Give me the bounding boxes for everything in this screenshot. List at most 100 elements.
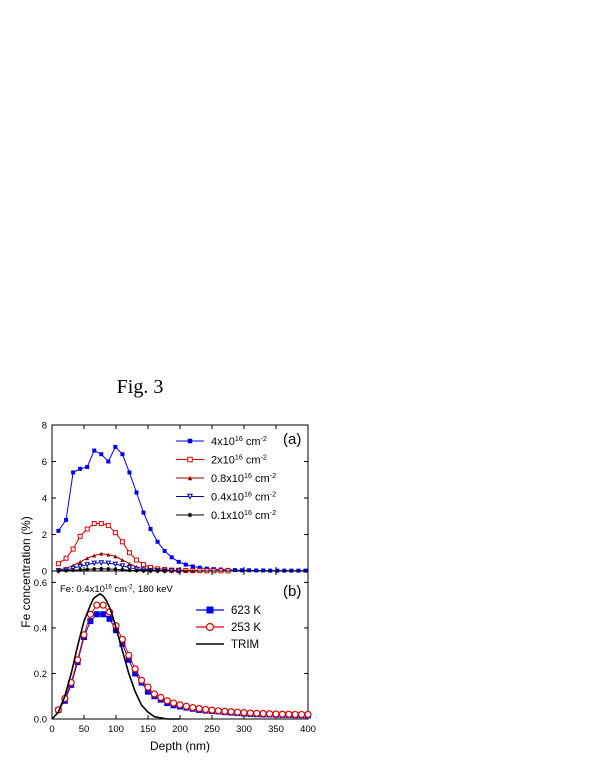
point-marker	[63, 555, 69, 561]
series-line	[51, 592, 180, 720]
point-marker	[195, 704, 203, 713]
point-marker	[227, 708, 235, 716]
y-tick-label: 0.0	[34, 715, 47, 726]
point-marker	[148, 527, 153, 532]
point-marker	[190, 564, 195, 569]
series	[56, 444, 308, 573]
point-marker	[98, 521, 104, 527]
point-marker	[120, 452, 125, 457]
point-marker	[127, 568, 132, 573]
point-marker	[92, 566, 97, 571]
x-tick-label: 200	[172, 724, 188, 735]
point-marker	[189, 704, 197, 712]
point-marker	[141, 562, 147, 568]
superscript: 16	[235, 453, 243, 461]
point-marker	[56, 528, 61, 533]
point-marker	[246, 709, 254, 717]
panel-label: (a)	[283, 431, 301, 448]
point-marker	[132, 670, 139, 677]
point-marker	[259, 709, 267, 718]
point-marker	[126, 550, 132, 556]
point-marker	[157, 693, 165, 701]
point-marker	[91, 560, 98, 567]
superscript: -2	[270, 509, 276, 517]
y-axis-label: Fe concentration (%)	[19, 516, 33, 627]
point-marker	[205, 622, 215, 632]
point-marker	[105, 522, 111, 528]
series	[55, 611, 311, 719]
y-tick-label: 8	[42, 421, 47, 432]
point-marker	[55, 561, 61, 567]
point-marker	[77, 563, 83, 570]
text-part: 0.4x10	[211, 492, 244, 504]
text-part: 0.1x10	[211, 510, 244, 522]
point-marker	[105, 560, 112, 567]
point-marker	[278, 710, 286, 718]
series	[55, 521, 231, 574]
point-marker	[119, 539, 125, 545]
point-marker	[87, 618, 94, 625]
point-marker	[120, 558, 125, 563]
point-marker	[187, 475, 193, 481]
y-tick-label: 4	[42, 494, 47, 505]
point-marker	[240, 568, 245, 573]
legend-label: 623 K	[231, 605, 261, 617]
point-marker	[169, 555, 174, 560]
legend-label: 2x1016 cm-2	[211, 453, 267, 466]
superscript: -2	[127, 583, 133, 590]
point-marker	[285, 710, 293, 718]
point-marker	[99, 551, 104, 556]
point-marker	[98, 560, 105, 566]
x-axis-label: Depth (nm)	[150, 739, 210, 753]
point-marker	[183, 562, 188, 567]
panel-b: 0.00.20.40.60 50 100 150 200 250 300 350 400(b)F…	[34, 570, 316, 735]
point-marker	[99, 452, 104, 457]
text-part: , 180 keV	[133, 584, 174, 595]
text-part: cm	[243, 455, 261, 467]
point-marker	[78, 466, 83, 471]
point-marker	[71, 568, 76, 573]
point-marker	[78, 559, 83, 564]
point-marker	[70, 565, 76, 572]
superscript: -2	[270, 472, 276, 480]
x-tick-label: 300	[236, 724, 252, 735]
legend-label: 0.1x1016 cm-2	[211, 509, 276, 522]
point-marker	[106, 566, 111, 571]
point-marker	[85, 567, 90, 572]
text-part: 0.8x10	[211, 473, 244, 485]
point-marker	[120, 567, 125, 572]
point-marker	[197, 565, 202, 570]
point-marker	[78, 567, 83, 572]
text-part: 2x10	[211, 455, 235, 467]
point-marker	[186, 493, 194, 500]
point-marker	[92, 553, 97, 558]
point-marker	[291, 710, 299, 719]
series-line	[57, 604, 308, 715]
point-marker	[187, 438, 193, 444]
point-marker	[70, 546, 76, 552]
point-marker	[131, 665, 139, 673]
point-marker	[113, 567, 118, 572]
superscript: -2	[261, 435, 267, 443]
point-marker	[84, 526, 90, 532]
point-marker	[93, 601, 101, 609]
superscript: 16	[244, 490, 252, 498]
panel-label: (b)	[283, 583, 301, 600]
superscript: -2	[270, 490, 276, 498]
point-marker	[187, 456, 193, 463]
annotation-text: Fe: 0.4x1016 cm-2, 180 keV	[60, 583, 173, 595]
point-marker	[240, 709, 248, 717]
point-marker	[304, 710, 312, 719]
text-part: cm	[252, 473, 270, 485]
point-marker	[85, 464, 90, 469]
series-line	[57, 613, 309, 716]
text-part: cm	[112, 584, 127, 595]
point-marker	[208, 706, 216, 714]
point-marker	[170, 699, 178, 707]
point-marker	[71, 470, 76, 475]
point-marker	[127, 561, 132, 566]
point-marker	[77, 533, 83, 539]
point-marker	[141, 510, 146, 515]
point-marker	[93, 611, 100, 618]
y-tick-label: 2	[42, 530, 47, 541]
